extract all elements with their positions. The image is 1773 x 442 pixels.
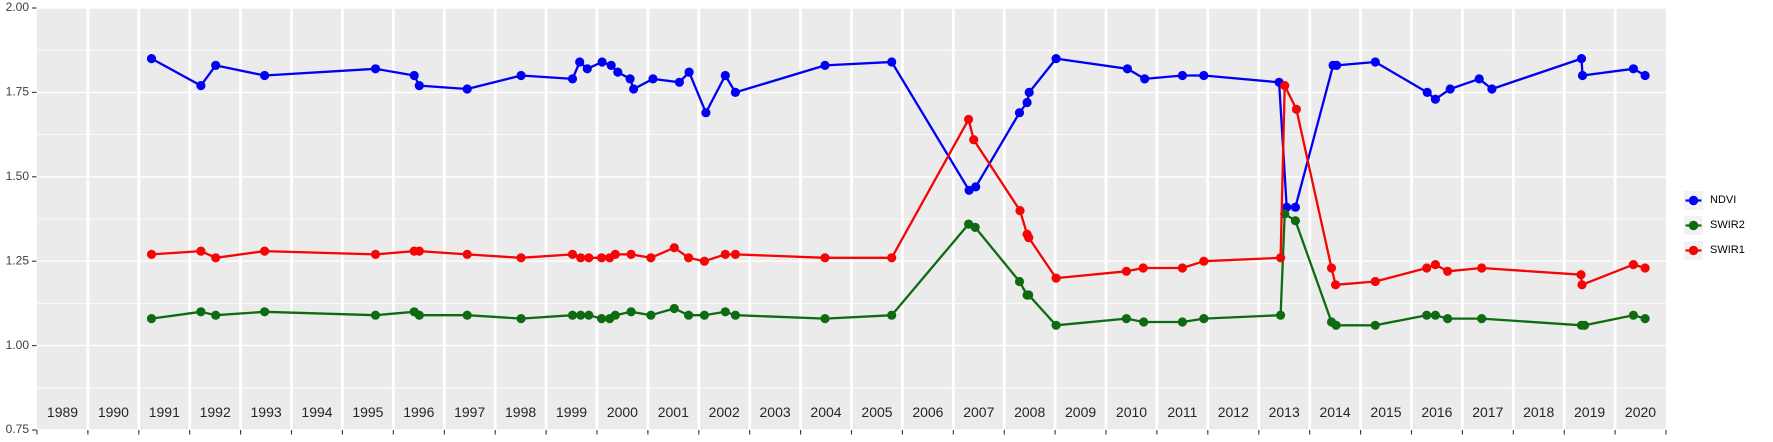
legend: NDVI SWIR2 SWIR1 (1684, 191, 1745, 260)
svg-text:1.00: 1.00 (6, 338, 30, 352)
svg-text:2016: 2016 (1421, 404, 1452, 420)
svg-text:2011: 2011 (1167, 404, 1197, 420)
svg-text:1.50: 1.50 (6, 169, 30, 183)
series-ndvi (146, 54, 1650, 212)
svg-text:2010: 2010 (1116, 404, 1147, 420)
svg-text:2.00: 2.00 (6, 0, 30, 14)
legend-item-swir1: SWIR1 (1684, 241, 1745, 260)
svg-text:2009: 2009 (1065, 404, 1096, 420)
svg-text:2014: 2014 (1320, 404, 1351, 420)
legend-key-swir1-icon (1684, 241, 1703, 260)
legend-label-ndvi: NDVI (1710, 194, 1737, 206)
svg-text:1994: 1994 (301, 404, 332, 420)
svg-text:1998: 1998 (505, 404, 536, 420)
svg-text:0.75: 0.75 (6, 422, 30, 436)
svg-text:1993: 1993 (251, 404, 282, 420)
series-swir1 (146, 81, 1650, 290)
svg-text:2004: 2004 (810, 404, 841, 420)
svg-text:2006: 2006 (912, 404, 943, 420)
svg-text:1995: 1995 (352, 404, 383, 420)
svg-text:2002: 2002 (709, 404, 740, 420)
svg-text:2013: 2013 (1269, 404, 1300, 420)
legend-label-swir1: SWIR1 (1710, 244, 1745, 256)
y-axis: 2.00 1.75 1.50 1.25 1.00 0.75 (6, 0, 37, 436)
svg-text:1991: 1991 (149, 404, 180, 420)
legend-key-ndvi-icon (1684, 191, 1703, 210)
svg-text:1992: 1992 (200, 404, 231, 420)
svg-text:1989: 1989 (47, 404, 78, 420)
svg-text:2001: 2001 (658, 404, 689, 420)
svg-text:2015: 2015 (1370, 404, 1401, 420)
legend-key-swir2-icon (1684, 216, 1703, 235)
x-axis-ticks (36, 430, 1667, 435)
svg-text:1.75: 1.75 (6, 85, 30, 99)
legend-item-swir2: SWIR2 (1684, 216, 1745, 235)
svg-text:2020: 2020 (1625, 404, 1656, 420)
svg-text:1996: 1996 (403, 404, 434, 420)
legend-item-ndvi: NDVI (1684, 191, 1745, 210)
legend-label-swir2: SWIR2 (1710, 219, 1745, 231)
series-swir2 (146, 209, 1650, 330)
svg-text:1990: 1990 (98, 404, 129, 420)
svg-text:2007: 2007 (963, 404, 994, 420)
svg-text:2005: 2005 (861, 404, 892, 420)
svg-text:1997: 1997 (454, 404, 485, 420)
svg-text:2018: 2018 (1523, 404, 1554, 420)
x-axis-year-labels: 1989 1990 1991 1992 1993 1994 1995 1996 1997 1998… (47, 404, 1656, 420)
svg-text:2000: 2000 (607, 404, 638, 420)
svg-text:2019: 2019 (1574, 404, 1605, 420)
svg-text:1.25: 1.25 (6, 253, 30, 267)
svg-text:2012: 2012 (1218, 404, 1249, 420)
svg-text:2003: 2003 (760, 404, 791, 420)
svg-text:2017: 2017 (1472, 404, 1503, 420)
svg-text:1999: 1999 (556, 404, 587, 420)
svg-text:2008: 2008 (1014, 404, 1045, 420)
